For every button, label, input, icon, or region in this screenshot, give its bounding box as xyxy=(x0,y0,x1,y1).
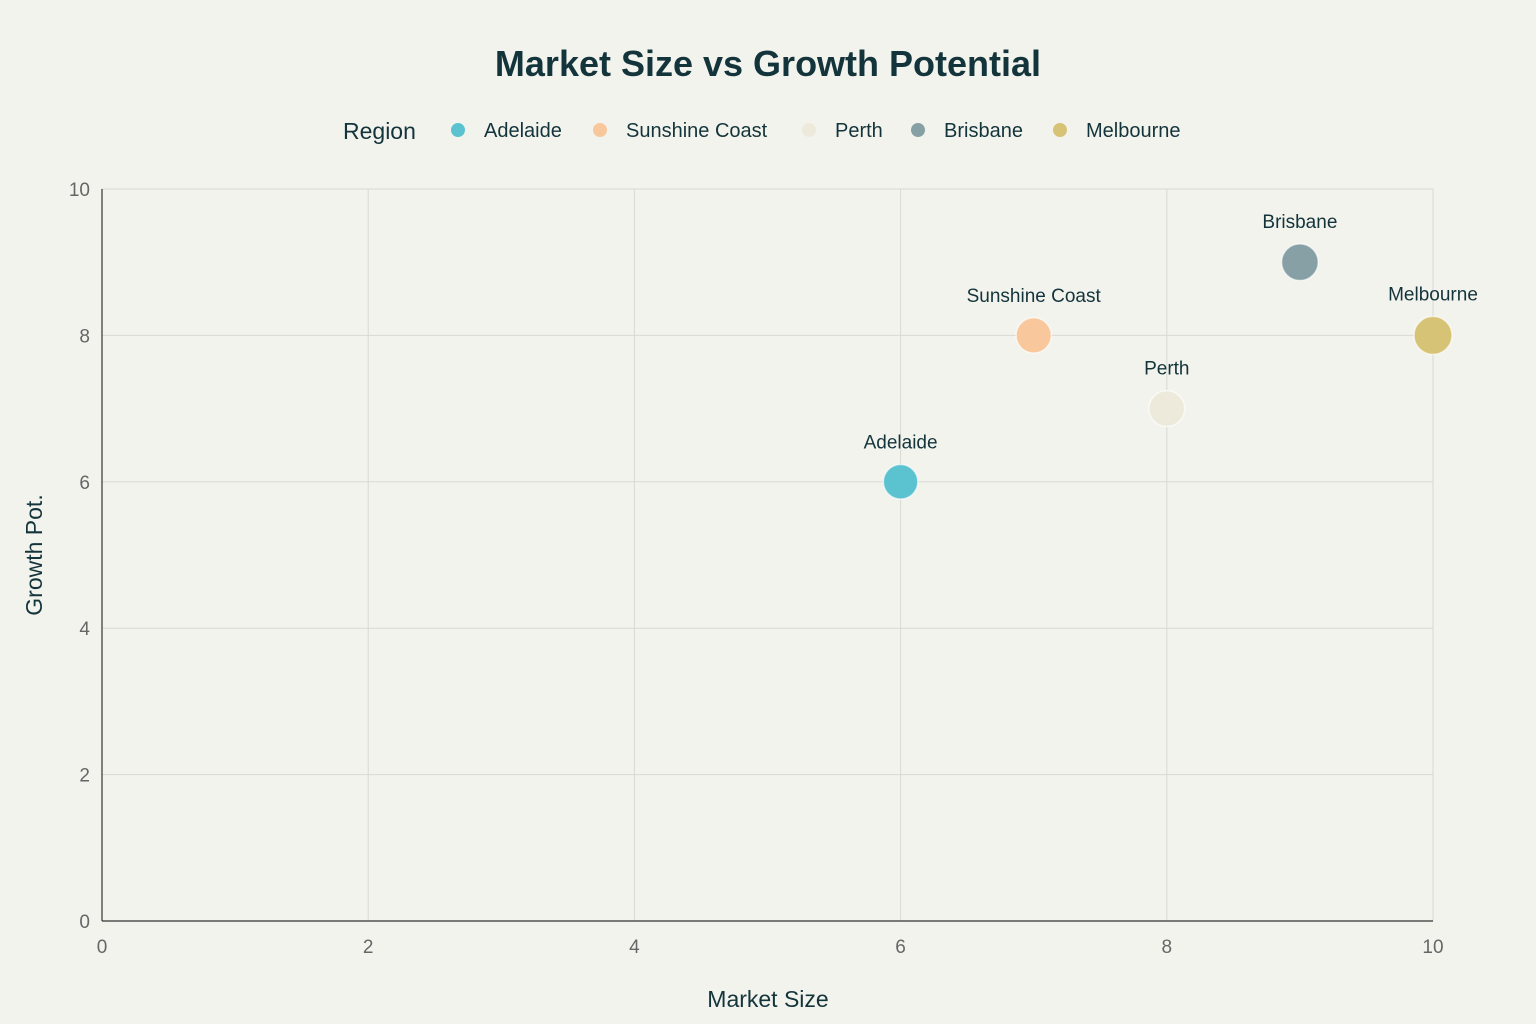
legend-entry: Melbourne xyxy=(1086,120,1181,142)
x-tick-label: 0 xyxy=(97,937,108,958)
x-tick-label: 6 xyxy=(895,937,906,958)
y-axis-title: Growth Pot. xyxy=(21,494,47,615)
x-axis-ticks: 0 2 4 6 8 10 xyxy=(97,937,1444,958)
data-point xyxy=(1148,389,1186,428)
legend-swatch xyxy=(802,123,816,137)
y-tick-label: 6 xyxy=(79,473,90,494)
x-tick-label: 2 xyxy=(363,937,374,958)
grid xyxy=(102,188,1434,921)
data-label: Melbourne xyxy=(1388,284,1478,305)
legend: Region Adelaide Sunshine Coast Perth Brisba… xyxy=(343,118,1181,144)
data-point xyxy=(1413,315,1453,356)
legend-entry: Brisbane xyxy=(944,120,1023,142)
data-point xyxy=(1280,243,1319,282)
y-axis-ticks: 0 2 4 6 8 10 xyxy=(69,180,91,933)
data-point xyxy=(1015,317,1053,354)
legend-swatch xyxy=(593,123,607,137)
y-tick-label: 8 xyxy=(79,326,90,347)
legend-swatch xyxy=(911,123,925,137)
legend-entry: Adelaide xyxy=(484,120,562,142)
y-tick-label: 4 xyxy=(79,619,90,640)
y-tick-label: 10 xyxy=(69,180,90,201)
y-tick-label: 2 xyxy=(79,766,90,787)
data-label: Adelaide xyxy=(864,433,938,454)
data-label: Perth xyxy=(1144,359,1189,380)
x-tick-label: 8 xyxy=(1162,937,1173,958)
data-label: Sunshine Coast xyxy=(967,286,1102,307)
legend-entry: Perth xyxy=(835,120,883,142)
data-points xyxy=(882,243,1453,500)
data-labels: Adelaide Sunshine Coast Perth Brisbane Melbo… xyxy=(864,212,1478,454)
chart-title: Market Size vs Growth Potential xyxy=(495,43,1041,84)
data-point xyxy=(882,463,919,500)
legend-title: Region xyxy=(343,118,416,144)
y-tick-label: 0 xyxy=(79,912,90,933)
axes xyxy=(101,189,1433,922)
x-axis-title: Market Size xyxy=(707,986,828,1012)
legend-entry: Sunshine Coast xyxy=(626,120,768,142)
legend-swatch xyxy=(1053,123,1067,137)
legend-swatch xyxy=(451,123,465,137)
x-tick-label: 4 xyxy=(629,937,640,958)
data-label: Brisbane xyxy=(1262,212,1337,233)
x-tick-label: 10 xyxy=(1422,937,1443,958)
